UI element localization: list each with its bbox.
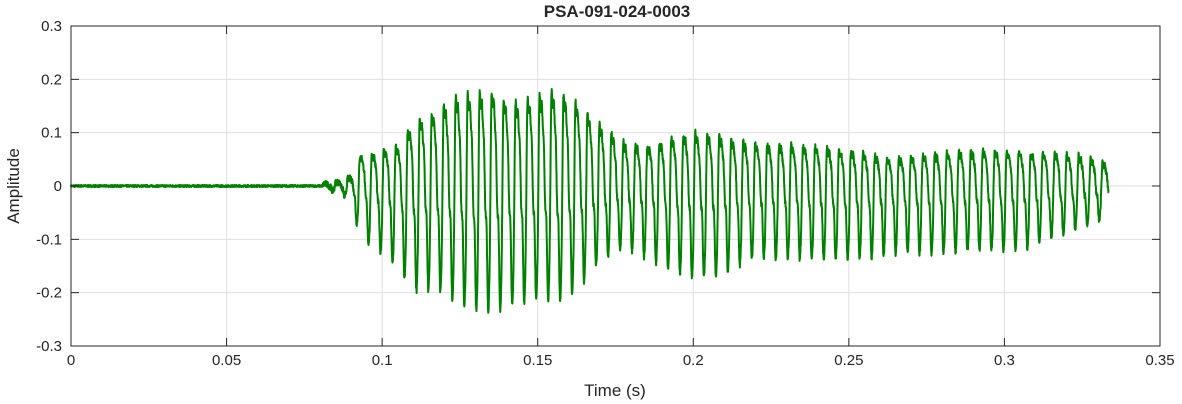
- y-tick-label: 0.1: [41, 125, 62, 142]
- y-tick-label: -0.2: [36, 285, 62, 302]
- x-tick-label: 0.35: [1145, 352, 1174, 369]
- x-tick-label: 0.1: [372, 352, 393, 369]
- x-tick-label: 0.25: [834, 352, 863, 369]
- series-line: [70, 88, 1110, 314]
- x-tick-labels: 0 0.05 0.1 0.15 0.2 0.25 0.3 0.35: [67, 352, 1175, 369]
- chart-title: PSA-091-024-0003: [544, 2, 690, 21]
- y-tick-label: 0: [54, 178, 62, 195]
- y-tick-label: 0.3: [41, 18, 62, 35]
- ticks: [70, 25, 1161, 347]
- x-axis-label: Time (s): [584, 381, 646, 400]
- x-tick-label: 0.05: [212, 352, 241, 369]
- x-tick-label: 0.2: [683, 352, 704, 369]
- y-tick-label: 0.2: [41, 71, 62, 88]
- y-tick-labels: -0.3 -0.2 -0.1 0 0.1 0.2 0.3: [36, 18, 62, 355]
- x-tick-label: 0: [67, 352, 75, 369]
- x-tick-label: 0.3: [994, 352, 1015, 369]
- x-tick-label: 0.15: [523, 352, 552, 369]
- y-tick-label: -0.1: [36, 231, 62, 248]
- y-tick-label: -0.3: [36, 338, 62, 355]
- y-axis-label: Amplitude: [4, 148, 23, 224]
